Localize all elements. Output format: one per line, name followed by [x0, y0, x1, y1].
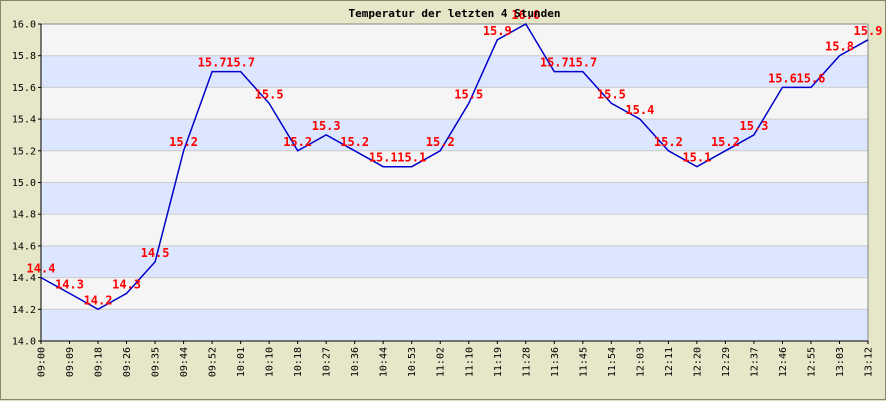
plot-band: [41, 119, 868, 151]
plot-band: [41, 245, 868, 278]
x-tick-label: 12:20: [692, 347, 703, 377]
y-axis: 14.0 14.2 14.4 14.6 14.8 15.0 15.2 15.4 15.6 15.8…: [12, 20, 41, 348]
data-label: 15.1: [682, 151, 711, 165]
y-tick-label: 14.2: [12, 305, 36, 316]
data-label: 15.9: [854, 24, 883, 38]
x-tick-label: 09:09: [65, 347, 76, 377]
temperature-line: [40, 22, 869, 311]
data-label: 15.9: [483, 24, 512, 38]
plot-band: [41, 150, 868, 183]
y-tick-label: 14.4: [12, 273, 36, 284]
plot-band: [41, 55, 868, 88]
x-tick-label: 09:00: [37, 347, 48, 377]
data-label: 15.2: [711, 135, 740, 149]
x-tick-label: 09:52: [208, 347, 219, 377]
x-tick-label: 11:28: [521, 347, 532, 377]
data-label: 14.4: [27, 262, 56, 276]
plot-band: [41, 309, 868, 341]
data-label: 15.2: [283, 135, 312, 149]
data-label: 15.1: [397, 151, 426, 165]
x-tick-label: 09:18: [94, 347, 105, 377]
data-label: 15.2: [340, 135, 369, 149]
x-tick-label: 10:44: [379, 347, 390, 377]
data-label: 15.7: [540, 56, 569, 70]
x-tick-label: 10:18: [293, 347, 304, 377]
plot-band: [41, 87, 868, 120]
x-tick-label: 12:55: [806, 347, 817, 377]
x-axis: 09:00 09:09 09:18 09:26 09:35 09:44 09:52 10:01…: [37, 24, 875, 377]
data-label: 15.7: [226, 56, 255, 70]
data-label: 15.8: [825, 40, 854, 54]
y-tick-label: 14.0: [12, 337, 36, 348]
data-label: 15.3: [739, 119, 768, 133]
x-tick-label: 12:03: [635, 347, 646, 377]
data-label: 15.6: [768, 71, 797, 85]
x-tick-label: 12:11: [664, 347, 675, 377]
plot-band: [41, 24, 868, 56]
x-tick-label: 10:10: [265, 347, 276, 377]
data-label: 15.2: [426, 135, 455, 149]
data-label: 15.5: [597, 87, 626, 101]
x-tick-label: 13:12: [864, 347, 875, 377]
data-label: 14.5: [141, 246, 170, 260]
x-tick-label: 09:35: [151, 347, 162, 377]
data-label: 14.3: [112, 277, 141, 291]
x-tick-label: 10:53: [407, 347, 418, 377]
x-tick-label: 09:26: [122, 347, 133, 377]
data-label: 15.2: [169, 135, 198, 149]
data-label: 15.4: [625, 103, 654, 117]
x-tick-label: 11:36: [550, 347, 561, 377]
x-tick-label: 09:44: [179, 347, 190, 377]
data-label: 16.0: [511, 8, 540, 22]
plot-band: [41, 182, 868, 215]
data-label: 15.6: [797, 71, 826, 85]
y-tick-label: 15.4: [12, 115, 36, 126]
data-labels: 14.414.314.214.314.515.215.7 15.715.515.2…: [27, 8, 883, 307]
data-label: 15.5: [255, 87, 284, 101]
x-tick-label: 11:45: [578, 347, 589, 377]
data-label: 15.2: [654, 135, 683, 149]
x-tick-label: 10:36: [350, 347, 361, 377]
x-tick-label: 11:10: [464, 347, 475, 377]
data-label: 15.3: [312, 119, 341, 133]
x-tick-label: 13:03: [835, 347, 846, 377]
x-tick-label: 10:01: [236, 347, 247, 377]
data-label: 15.7: [198, 56, 227, 70]
plot-band: [41, 277, 868, 310]
x-tick-label: 11:54: [607, 347, 618, 377]
plot-bands: [41, 24, 868, 341]
y-tick-label: 15.0: [12, 178, 36, 189]
data-label: 14.2: [84, 293, 113, 307]
y-tick-label: 15.8: [12, 51, 36, 62]
y-tick-label: 16.0: [12, 20, 36, 31]
data-label: 14.3: [55, 277, 84, 291]
chart-title: Temperatur der letzten 4 Stunden: [349, 7, 561, 20]
x-tick-label: 12:29: [721, 347, 732, 377]
y-tick-label: 15.2: [12, 146, 36, 157]
data-label: 15.5: [454, 87, 483, 101]
y-tick-label: 14.6: [12, 241, 36, 252]
y-tick-label: 15.6: [12, 83, 36, 94]
data-label: 15.7: [568, 56, 597, 70]
x-tick-label: 12:46: [778, 347, 789, 377]
x-tick-label: 11:02: [436, 347, 447, 377]
x-tick-label: 10:27: [322, 347, 333, 377]
x-tick-label: 11:19: [493, 347, 504, 377]
data-label: 15.1: [369, 151, 398, 165]
x-tick-label: 12:37: [749, 347, 760, 377]
plot-band: [41, 214, 868, 246]
y-tick-label: 14.8: [12, 210, 36, 221]
